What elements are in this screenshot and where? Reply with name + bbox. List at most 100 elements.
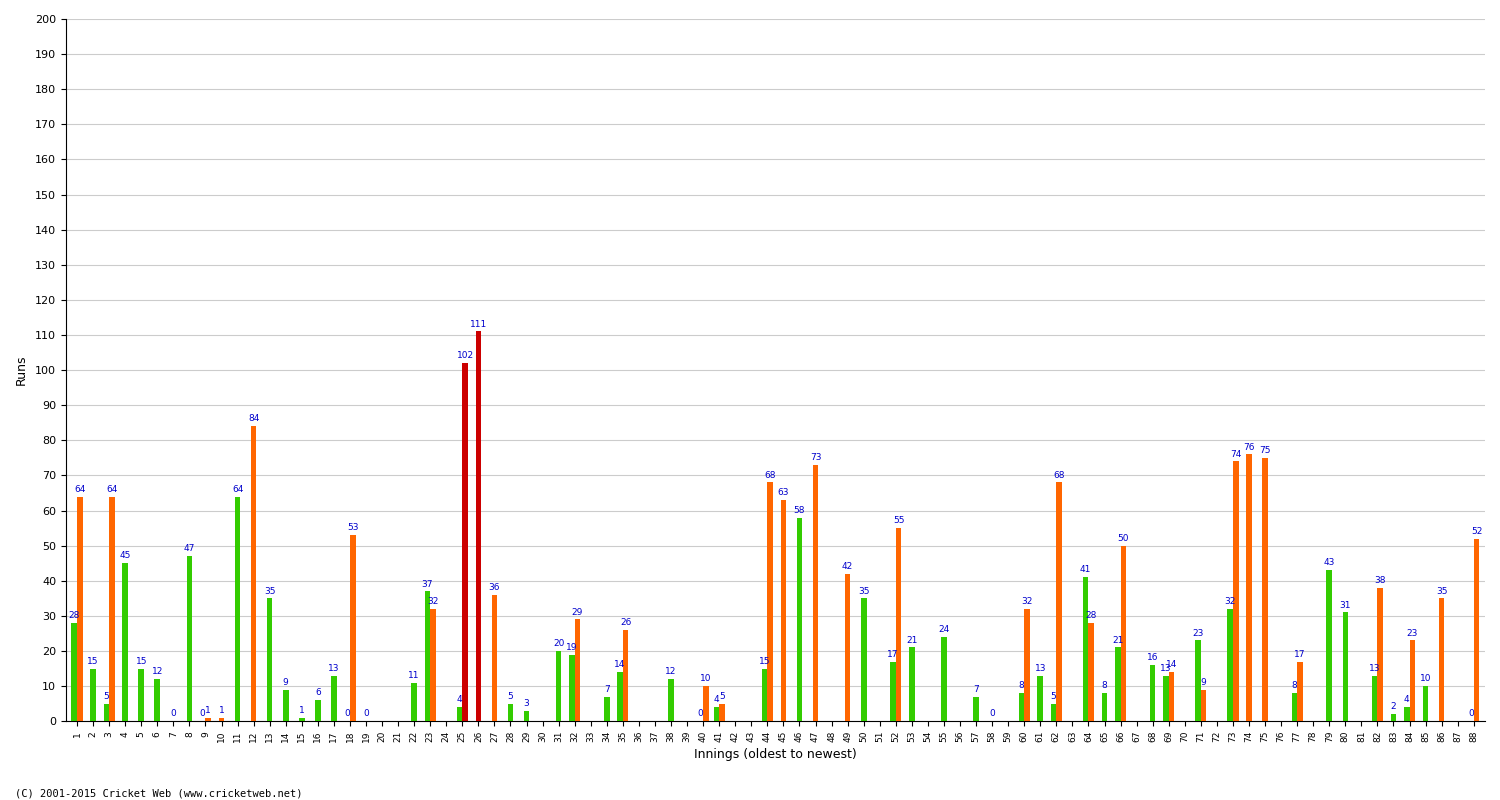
Text: 4: 4 — [714, 695, 718, 704]
Text: 43: 43 — [1323, 558, 1335, 567]
Text: 32: 32 — [1022, 597, 1032, 606]
Text: 1: 1 — [219, 706, 225, 715]
Text: 75: 75 — [1260, 446, 1270, 455]
Y-axis label: Runs: Runs — [15, 355, 28, 386]
Bar — [90, 669, 96, 722]
Bar — [424, 591, 430, 722]
Text: 5: 5 — [104, 692, 110, 701]
Text: 13: 13 — [1370, 664, 1380, 673]
Text: 35: 35 — [858, 586, 870, 595]
Bar — [1089, 623, 1094, 722]
Bar — [138, 669, 144, 722]
Text: 0: 0 — [1468, 710, 1474, 718]
Text: 16: 16 — [1148, 654, 1158, 662]
Text: 55: 55 — [892, 516, 904, 526]
Bar — [668, 679, 674, 722]
Text: 35: 35 — [264, 586, 276, 595]
Text: 45: 45 — [120, 551, 130, 561]
Text: 76: 76 — [1244, 442, 1256, 451]
Text: 20: 20 — [554, 639, 564, 648]
Bar — [1101, 693, 1107, 722]
Bar — [940, 637, 946, 722]
Bar — [206, 718, 212, 722]
Bar — [507, 704, 513, 722]
Bar — [574, 619, 580, 722]
Text: 35: 35 — [1436, 586, 1448, 595]
Bar — [1410, 641, 1414, 722]
Bar — [1438, 598, 1444, 722]
Text: 13: 13 — [1160, 664, 1172, 673]
Text: 12: 12 — [666, 667, 676, 676]
Text: 4: 4 — [456, 695, 462, 704]
Text: 29: 29 — [572, 607, 584, 617]
Text: 5: 5 — [507, 692, 513, 701]
Bar — [462, 363, 468, 722]
Text: 64: 64 — [106, 485, 117, 494]
Text: 7: 7 — [974, 685, 980, 694]
Bar — [72, 623, 76, 722]
Bar — [1342, 612, 1348, 722]
Text: 52: 52 — [1472, 527, 1482, 536]
Text: 0: 0 — [698, 710, 703, 718]
Text: 53: 53 — [346, 523, 358, 532]
Bar — [568, 654, 574, 722]
Bar — [796, 518, 802, 722]
Text: 12: 12 — [152, 667, 164, 676]
Text: 15: 15 — [87, 657, 99, 666]
Bar — [1424, 686, 1428, 722]
Bar — [1292, 693, 1298, 722]
Bar — [186, 556, 192, 722]
Text: 28: 28 — [69, 611, 80, 620]
Text: 2: 2 — [1390, 702, 1396, 711]
Bar — [1474, 538, 1479, 722]
Text: 1: 1 — [206, 706, 212, 715]
Bar — [768, 482, 772, 722]
Text: 5: 5 — [718, 692, 724, 701]
Bar — [780, 500, 786, 722]
Bar — [1390, 714, 1396, 722]
Text: 102: 102 — [456, 351, 474, 360]
Bar — [236, 497, 240, 722]
Text: 42: 42 — [842, 562, 854, 571]
Text: 31: 31 — [1340, 601, 1352, 610]
Bar — [219, 718, 225, 722]
Bar — [844, 574, 850, 722]
Bar — [1162, 675, 1168, 722]
Text: 32: 32 — [427, 597, 438, 606]
Bar — [476, 331, 482, 722]
Text: 13: 13 — [1035, 664, 1046, 673]
Bar — [718, 704, 724, 722]
Bar — [974, 697, 980, 722]
Bar — [1298, 662, 1304, 722]
Bar — [154, 679, 160, 722]
Text: 41: 41 — [1080, 566, 1092, 574]
Bar — [430, 609, 436, 722]
Bar — [1233, 462, 1239, 722]
Bar — [1024, 609, 1030, 722]
Text: 58: 58 — [794, 506, 806, 514]
Bar — [604, 697, 609, 722]
Bar — [1038, 675, 1042, 722]
Text: 73: 73 — [810, 453, 822, 462]
Bar — [714, 707, 718, 722]
Text: 26: 26 — [620, 618, 632, 627]
Text: 15: 15 — [759, 657, 771, 666]
Bar — [456, 707, 462, 722]
Bar — [896, 528, 902, 722]
Text: 11: 11 — [408, 670, 420, 680]
Text: 68: 68 — [765, 470, 776, 480]
Bar — [1050, 704, 1056, 722]
Bar — [298, 718, 304, 722]
Bar — [1120, 546, 1126, 722]
Text: 5: 5 — [1050, 692, 1056, 701]
Text: 36: 36 — [489, 583, 500, 592]
Text: 64: 64 — [232, 485, 243, 494]
Bar — [76, 497, 82, 722]
X-axis label: Innings (oldest to newest): Innings (oldest to newest) — [694, 748, 856, 761]
Bar — [1202, 690, 1206, 722]
Text: 8: 8 — [1019, 682, 1025, 690]
Text: 68: 68 — [1053, 470, 1065, 480]
Bar — [1326, 570, 1332, 722]
Text: 64: 64 — [74, 485, 86, 494]
Text: 0: 0 — [200, 710, 206, 718]
